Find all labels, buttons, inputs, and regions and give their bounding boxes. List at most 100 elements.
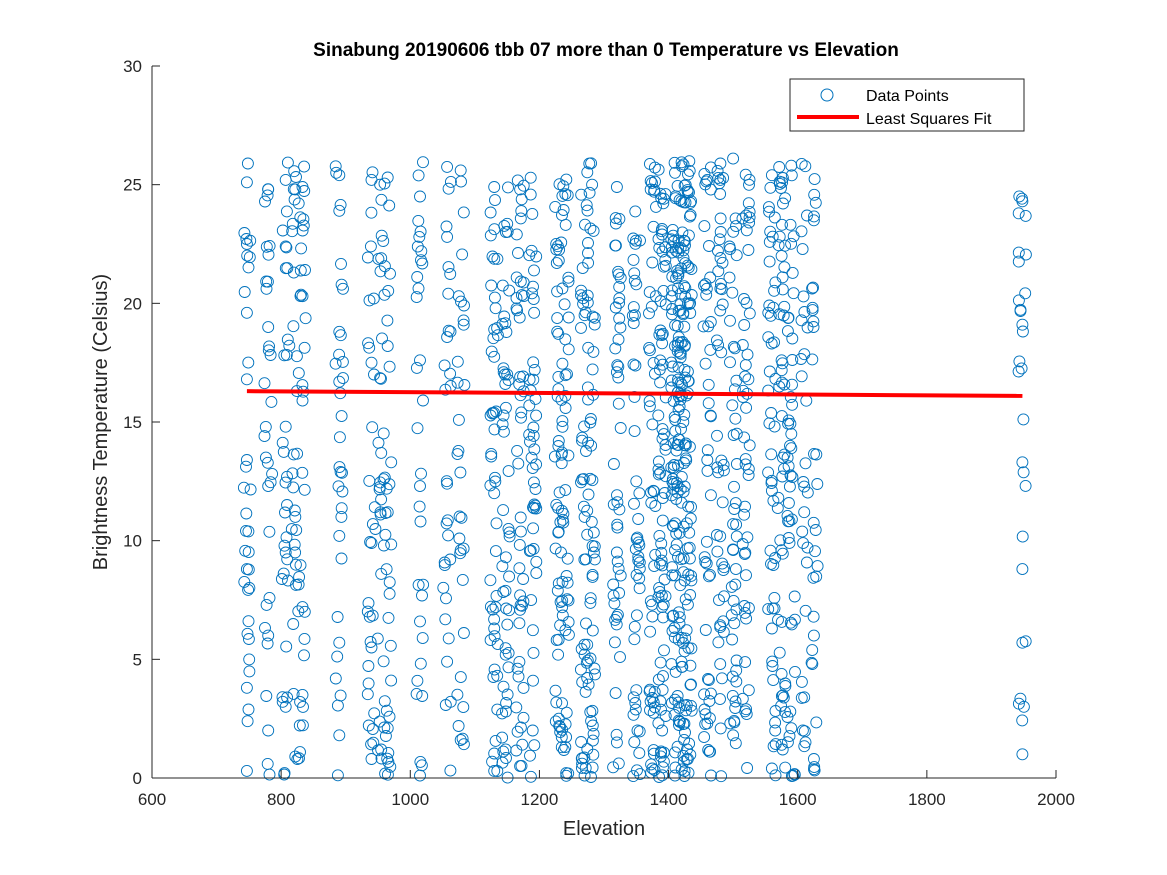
data-point bbox=[630, 684, 643, 697]
data-point bbox=[374, 506, 387, 519]
data-point bbox=[795, 157, 808, 170]
data-point bbox=[298, 649, 310, 662]
data-point bbox=[382, 746, 395, 759]
data-point bbox=[588, 318, 601, 331]
data-point bbox=[384, 639, 397, 652]
data-point bbox=[739, 546, 752, 559]
data-point bbox=[562, 594, 575, 607]
data-point bbox=[1016, 192, 1028, 205]
data-point bbox=[647, 706, 660, 719]
data-point bbox=[669, 569, 681, 582]
data-point bbox=[762, 201, 775, 214]
data-point bbox=[374, 476, 387, 489]
data-point bbox=[684, 512, 697, 525]
data-point bbox=[726, 670, 739, 683]
data-point bbox=[280, 640, 293, 653]
data-point bbox=[240, 373, 253, 386]
data-point bbox=[677, 755, 690, 768]
data-point bbox=[380, 704, 393, 717]
data-point bbox=[586, 310, 599, 323]
data-point bbox=[296, 466, 309, 479]
data-point bbox=[289, 510, 302, 523]
data-point bbox=[675, 156, 688, 169]
data-point bbox=[797, 537, 810, 550]
data-point bbox=[490, 517, 503, 530]
data-point bbox=[561, 189, 574, 202]
data-point bbox=[238, 227, 251, 239]
data-point bbox=[776, 547, 789, 560]
data-points-layer bbox=[237, 152, 1032, 784]
data-point bbox=[385, 674, 398, 687]
data-point bbox=[515, 205, 528, 217]
data-point bbox=[672, 269, 685, 282]
data-point bbox=[697, 320, 710, 333]
data-point bbox=[524, 544, 537, 557]
data-point bbox=[674, 483, 687, 496]
data-point bbox=[672, 633, 685, 646]
data-point bbox=[526, 624, 539, 637]
data-point bbox=[458, 299, 470, 312]
data-point bbox=[643, 307, 655, 320]
data-point bbox=[582, 436, 595, 449]
data-point bbox=[556, 357, 569, 370]
data-point bbox=[673, 701, 686, 714]
data-point bbox=[806, 658, 819, 670]
data-point bbox=[704, 489, 717, 502]
data-point bbox=[779, 239, 791, 252]
data-point bbox=[512, 247, 524, 259]
x-tick-label: 1400 bbox=[650, 790, 688, 809]
data-point bbox=[441, 655, 454, 668]
data-point bbox=[730, 518, 743, 531]
data-point bbox=[264, 476, 277, 489]
data-point bbox=[698, 731, 711, 744]
data-point bbox=[1019, 209, 1032, 222]
data-point bbox=[513, 311, 526, 324]
data-point bbox=[294, 559, 307, 572]
data-point bbox=[786, 398, 799, 411]
data-point bbox=[633, 725, 646, 738]
data-point bbox=[727, 225, 740, 238]
data-point bbox=[411, 674, 424, 687]
data-point bbox=[633, 539, 646, 552]
data-point bbox=[1013, 355, 1026, 368]
data-point bbox=[666, 270, 679, 283]
data-point bbox=[644, 175, 657, 188]
data-point bbox=[801, 209, 813, 222]
data-point bbox=[557, 507, 570, 520]
data-point bbox=[294, 746, 306, 759]
data-point bbox=[298, 185, 311, 197]
data-point bbox=[454, 466, 467, 479]
data-point bbox=[742, 373, 755, 386]
data-point bbox=[652, 163, 665, 176]
data-point bbox=[765, 622, 778, 635]
data-point bbox=[502, 646, 515, 659]
data-point bbox=[555, 731, 568, 744]
data-point bbox=[488, 747, 501, 760]
data-point bbox=[736, 212, 749, 225]
data-point bbox=[335, 510, 348, 523]
data-point bbox=[658, 487, 671, 499]
data-point bbox=[329, 357, 342, 370]
data-point bbox=[740, 401, 753, 414]
data-point bbox=[610, 366, 623, 379]
data-point bbox=[575, 321, 587, 334]
data-point bbox=[414, 190, 426, 203]
data-point bbox=[559, 389, 572, 402]
data-point bbox=[441, 160, 454, 173]
data-point bbox=[679, 593, 692, 606]
data-point bbox=[671, 179, 684, 192]
legend-label-data-points: Data Points bbox=[866, 88, 949, 105]
data-point bbox=[704, 687, 717, 700]
data-point bbox=[741, 762, 754, 774]
data-point bbox=[627, 232, 640, 245]
data-point bbox=[727, 544, 740, 557]
data-point bbox=[528, 363, 541, 376]
data-point bbox=[260, 598, 273, 611]
data-point bbox=[630, 533, 643, 545]
data-point bbox=[363, 294, 376, 307]
data-point bbox=[736, 692, 749, 705]
data-point bbox=[286, 225, 299, 238]
y-tick-label: 25 bbox=[123, 176, 142, 195]
data-point bbox=[714, 188, 727, 200]
